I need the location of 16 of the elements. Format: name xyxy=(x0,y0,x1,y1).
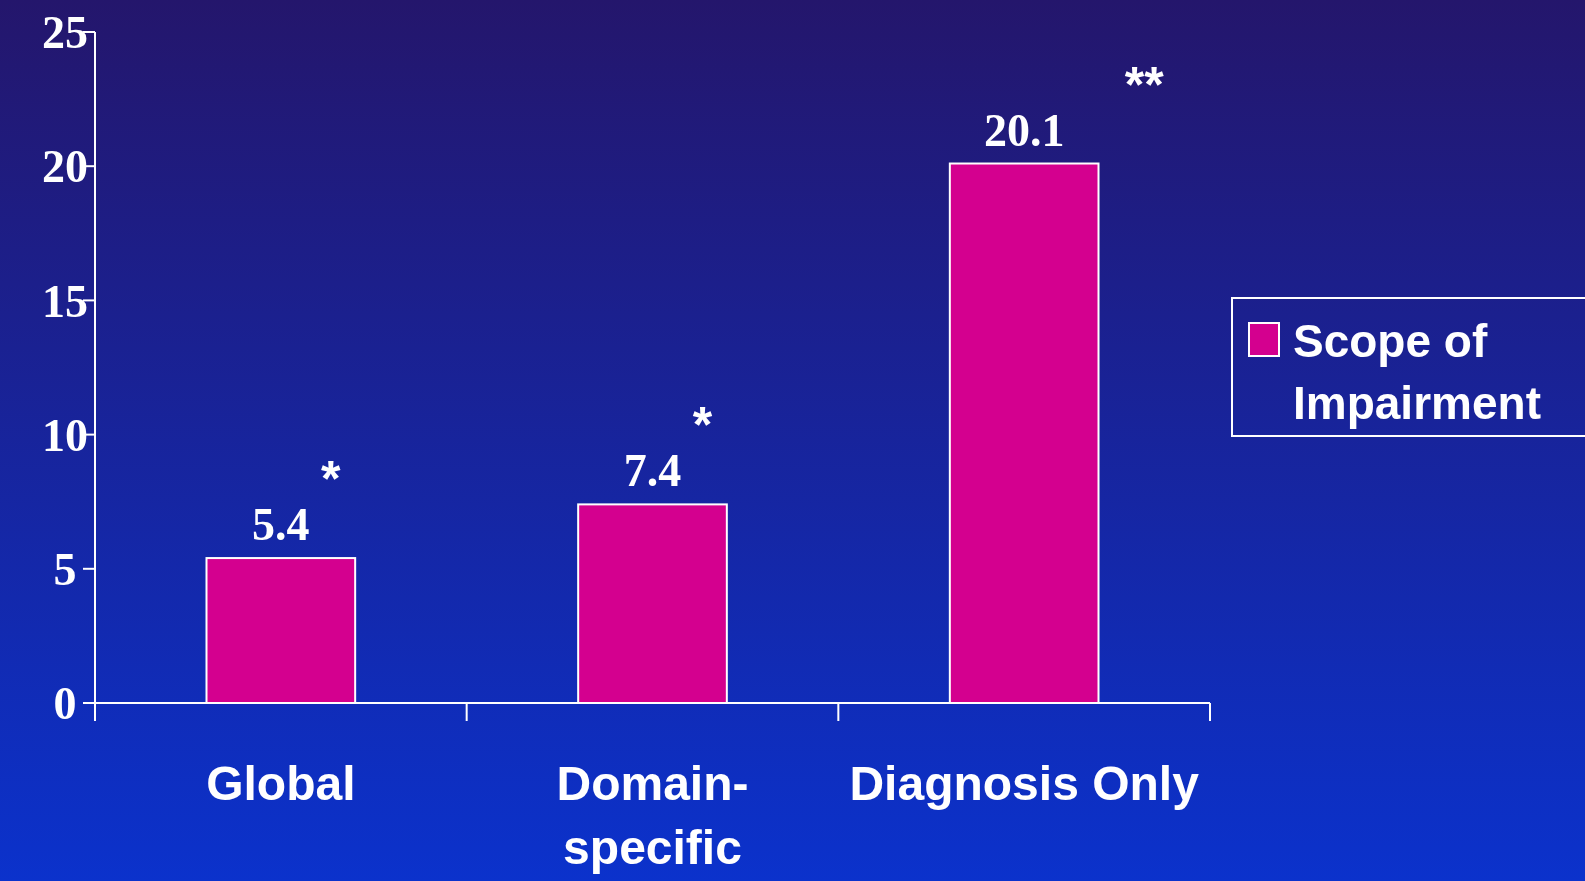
y-tick-label: 25 xyxy=(42,7,88,59)
y-tick-label: 15 xyxy=(42,275,88,327)
y-tick-label: 10 xyxy=(42,409,88,461)
x-tick-label: Domain-specific xyxy=(556,757,749,874)
annotation: * xyxy=(321,451,342,508)
legend-label: Scope of Impairment xyxy=(1293,315,1541,429)
x-tick-label: Diagnosis Only xyxy=(849,757,1200,810)
data-label: 7.4 xyxy=(623,445,682,497)
data-label: 20.1 xyxy=(983,104,1065,156)
annotation: * xyxy=(692,397,713,454)
y-tick-label: 0 xyxy=(53,678,77,730)
x-tick-label: Global xyxy=(206,757,356,810)
y-tick-label: 20 xyxy=(42,141,88,193)
data-label: 5.4 xyxy=(252,499,310,551)
y-tick-label: 5 xyxy=(53,543,77,595)
annotation: ** xyxy=(1124,56,1165,113)
